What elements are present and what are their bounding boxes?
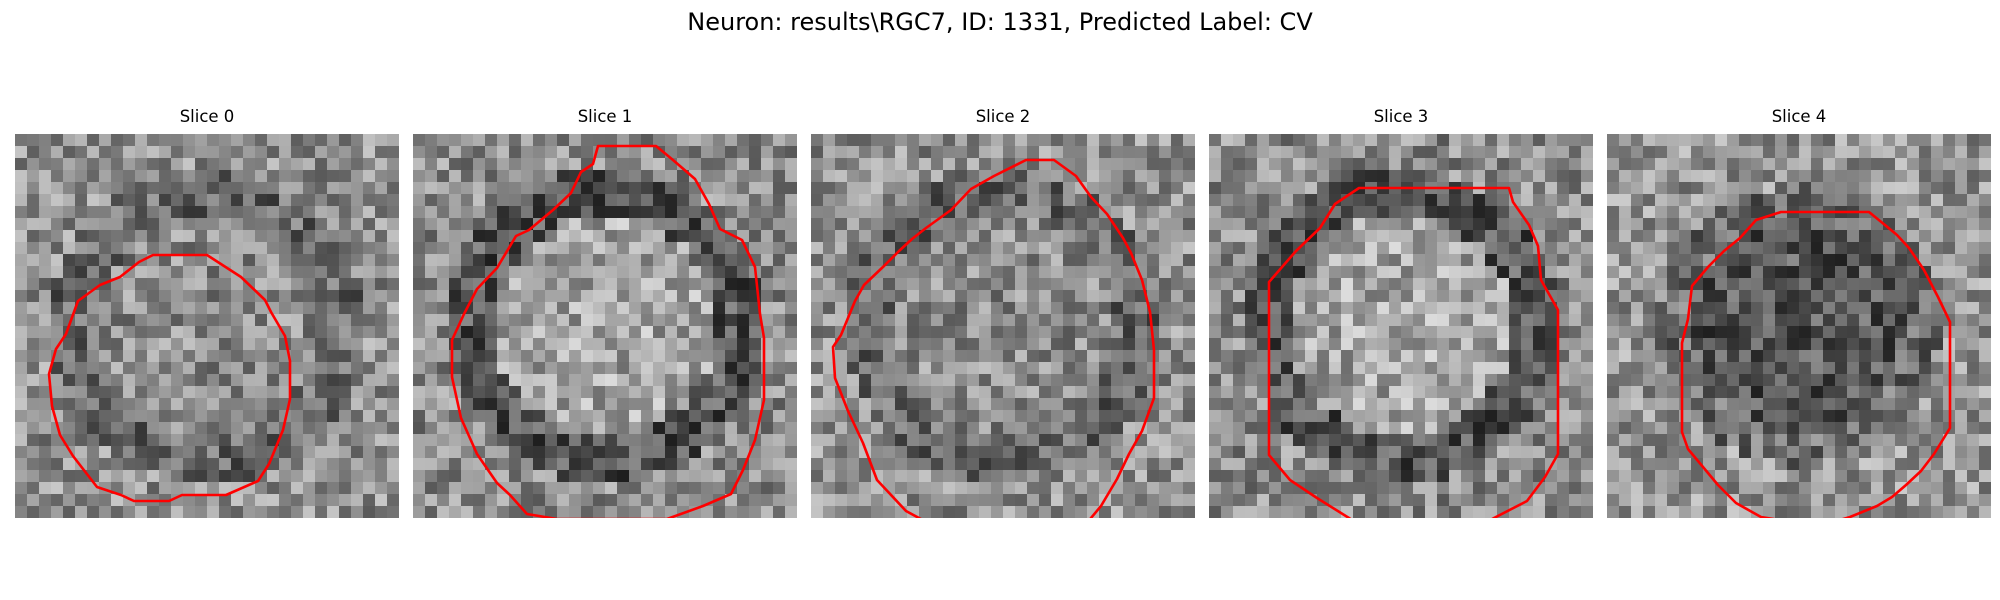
cell-contour — [47, 253, 292, 503]
slice-panel: Slice 1 — [413, 106, 797, 522]
slice-image — [413, 134, 797, 518]
slice-title: Slice 3 — [1373, 107, 1429, 126]
slice-panel: Slice 3 — [1209, 106, 1593, 522]
cell-contour — [1267, 186, 1560, 518]
slice-image — [15, 134, 399, 518]
slice-title: Slice 1 — [577, 107, 633, 126]
slice-panel: Slice 2 — [811, 106, 1195, 522]
slice-title: Slice 0 — [179, 107, 235, 126]
slice-panel: Slice 4 — [1607, 106, 1991, 522]
slice-image — [1209, 134, 1593, 518]
slice-title: Slice 4 — [1771, 107, 1827, 126]
slice-panel: Slice 0 — [15, 106, 399, 522]
figure-title: Neuron: results\RGC7, ID: 1331, Predicte… — [687, 8, 1313, 36]
slice-image — [1607, 134, 1991, 518]
cell-contour — [450, 144, 766, 518]
slice-title: Slice 2 — [975, 107, 1031, 126]
cell-contour — [831, 158, 1156, 518]
cell-contour — [1680, 210, 1952, 518]
slice-image — [811, 134, 1195, 518]
